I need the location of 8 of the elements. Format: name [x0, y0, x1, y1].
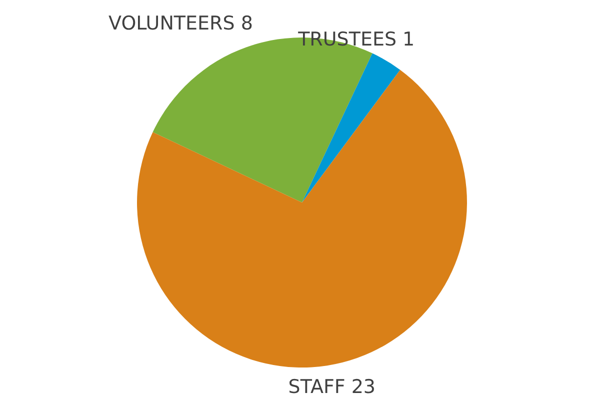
pie-slice: [137, 70, 467, 368]
data-label: 8: [240, 12, 253, 35]
data-label: 23: [351, 376, 376, 398]
slice-label: STAFF: [288, 376, 346, 398]
slice-label: VOLUNTEERS: [108, 12, 235, 35]
slice-label: TRUSTEES: [297, 28, 397, 50]
pie-slice: [302, 53, 400, 202]
data-label: 1: [402, 28, 415, 50]
